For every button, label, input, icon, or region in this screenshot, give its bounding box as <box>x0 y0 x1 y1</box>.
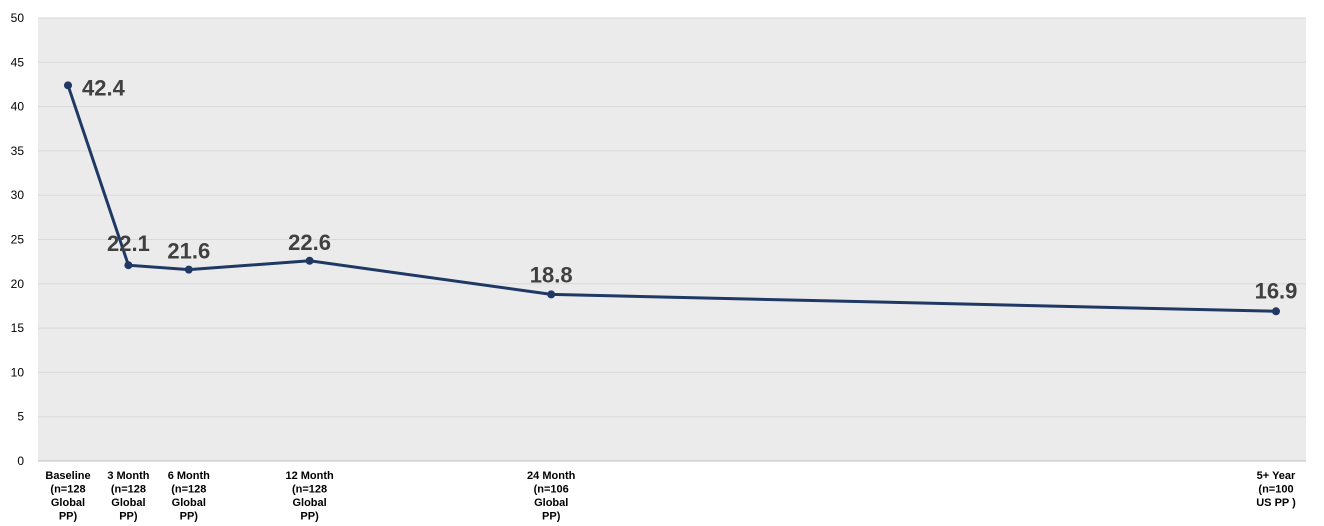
x-tick-label: 24 Month (n=106 Global PP) <box>527 470 576 523</box>
y-tick-label: 10 <box>11 365 25 379</box>
data-label: 21.6 <box>167 239 210 264</box>
data-label: 22.6 <box>288 230 331 255</box>
data-label: 22.1 <box>107 231 150 256</box>
x-tick-label: 5+ Year (n=100 US PP ) <box>1256 470 1296 509</box>
x-tick-label: Baseline (n=128 Global PP) <box>45 470 90 523</box>
y-tick-label: 40 <box>11 100 25 114</box>
series-line <box>66 84 1277 313</box>
x-tick-label: 6 Month (n=128 Global PP) <box>168 470 210 523</box>
data-label: 18.8 <box>530 262 573 287</box>
data-point <box>124 261 133 270</box>
data-label: 42.4 <box>82 75 126 100</box>
x-tick-label: 12 Month (n=128 Global PP) <box>285 470 334 523</box>
y-tick-label: 45 <box>11 55 25 69</box>
data-point <box>305 256 314 265</box>
y-axis-ticks: 0 5 10 15 20 25 30 35 40 45 50 <box>11 11 25 468</box>
gridlines <box>38 17 1306 462</box>
data-point <box>1272 307 1280 316</box>
data-labels: 42.4 22.1 21.6 22.6 18.8 16.9 <box>82 75 1297 303</box>
data-label: 16.9 <box>1255 278 1298 303</box>
data-point <box>184 265 193 274</box>
y-tick-label: 0 <box>17 454 24 468</box>
y-tick-label: 30 <box>11 188 25 202</box>
y-tick-label: 35 <box>11 144 25 158</box>
y-tick-label: 20 <box>11 277 25 291</box>
data-point <box>64 81 72 90</box>
y-tick-label: 25 <box>11 233 25 247</box>
x-axis-ticks: Baseline (n=128 Global PP) 3 Month (n=128 Glob… <box>45 470 1296 523</box>
data-points <box>64 81 1280 316</box>
data-point <box>547 290 556 299</box>
y-tick-label: 5 <box>17 410 24 424</box>
y-tick-label: 50 <box>11 11 25 25</box>
y-tick-label: 15 <box>11 321 25 335</box>
x-tick-label: 3 Month (n=128 Global PP) <box>107 470 149 523</box>
